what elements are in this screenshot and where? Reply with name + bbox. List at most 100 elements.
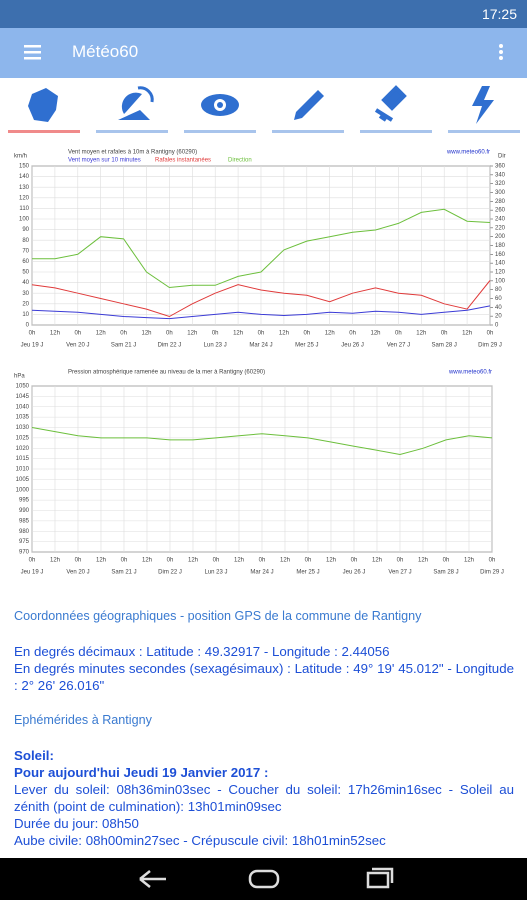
y-tick-label: 975 <box>19 539 30 545</box>
tab-satellite[interactable] <box>360 85 432 133</box>
x-tick-label: 12h <box>462 331 472 337</box>
x-tick-label: 0h <box>395 331 402 337</box>
x-tick-label: 0h <box>349 331 356 337</box>
nav-bar <box>0 858 527 900</box>
y-axis-label: hPa <box>14 374 25 380</box>
x-day-label: Ven 20 J <box>66 570 89 576</box>
x-day-label: Ven 27 J <box>388 570 411 576</box>
x-tick-label: 12h <box>233 331 243 337</box>
y-tick-label: 40 <box>22 280 29 286</box>
charts: Vent moyen et rafales à 10m à Rantigny (… <box>14 150 506 576</box>
y2-tick-label: 200 <box>495 234 506 240</box>
y-tick-label: 1010 <box>16 467 30 473</box>
x-tick-label: 0h <box>166 331 173 337</box>
y-tick-label: 80 <box>22 238 29 244</box>
x-tick-label: 12h <box>279 331 289 337</box>
y-tick-label: 1035 <box>16 415 30 421</box>
y2-tick-label: 120 <box>495 270 506 276</box>
x-day-label: Mer 25 J <box>296 570 319 576</box>
chart-title: Vent moyen et rafales à 10m à Rantigny (… <box>68 150 197 156</box>
bold-heading: Pour aujourd'hui Jeudi 19 Janvier 2017 : <box>14 765 269 780</box>
source: www.meteo60.fr <box>446 150 490 156</box>
x-day-label: Mer 25 J <box>295 343 318 349</box>
y2-tick-label: 240 <box>495 217 506 223</box>
y-tick-label: 970 <box>19 550 30 556</box>
x-day-label: Jeu 26 J <box>341 343 364 349</box>
legend-entry: Vent moyen sur 10 minutes <box>68 158 141 164</box>
x-day-label: Dim 22 J <box>158 570 182 576</box>
y2-tick-label: 80 <box>495 287 502 293</box>
x-day-label: Sam 28 J <box>432 343 457 349</box>
tab-observations[interactable] <box>184 94 256 133</box>
tab-radar[interactable] <box>96 86 168 133</box>
x-day-label: Dim 22 J <box>158 343 182 349</box>
x-tick-label: 0h <box>29 558 36 564</box>
x-tick-label: 12h <box>187 331 197 337</box>
y-tick-label: 1020 <box>16 446 30 452</box>
heading[interactable]: Ephémérides à Rantigny <box>14 713 152 727</box>
tab-edit[interactable] <box>272 90 344 133</box>
x-tick-label: 0h <box>441 331 448 337</box>
bold-heading: Soleil: <box>14 748 54 763</box>
paragraph: En degrés minutes secondes (sexagésimaux… <box>14 661 514 693</box>
overflow-menu[interactable] <box>499 44 503 60</box>
x-tick-label: 0h <box>120 331 127 337</box>
y-tick-label: 20 <box>22 301 29 307</box>
y-tick-label: 30 <box>22 291 29 297</box>
clock: 17:25 <box>481 6 517 22</box>
y-tick-label: 140 <box>19 174 30 180</box>
x-tick-label: 12h <box>50 558 60 564</box>
x-tick-label: 0h <box>397 558 404 564</box>
y2-tick-label: 20 <box>495 314 502 320</box>
series-line <box>31 305 491 320</box>
x-tick-label: 12h <box>418 558 428 564</box>
x-tick-label: 12h <box>464 558 474 564</box>
y-tick-label: 10 <box>22 312 29 318</box>
tab-storm[interactable] <box>448 86 520 133</box>
y2-tick-label: 40 <box>495 305 502 311</box>
heading[interactable]: Coordonnées géographiques - position GPS… <box>14 609 422 623</box>
chart-title: Pression atmosphérique ramenée au niveau… <box>68 370 265 376</box>
home-button[interactable] <box>248 869 280 889</box>
x-tick-label: 12h <box>325 331 335 337</box>
y2-tick-label: 340 <box>495 172 506 178</box>
x-tick-label: 0h <box>259 558 266 564</box>
series-line <box>32 208 491 289</box>
x-tick-label: 0h <box>29 331 36 337</box>
tab-france[interactable] <box>8 88 80 133</box>
x-day-label: Ven 27 J <box>387 343 410 349</box>
x-tick-label: 0h <box>75 558 82 564</box>
y-tick-label: 1015 <box>16 456 30 462</box>
y2-tick-label: 100 <box>495 278 506 284</box>
y-tick-label: 985 <box>19 518 30 524</box>
x-tick-label: 0h <box>443 558 450 564</box>
x-day-label: Jeu 26 J <box>343 570 366 576</box>
y-tick-label: 1040 <box>16 404 30 410</box>
x-tick-label: 12h <box>188 558 198 564</box>
series-line <box>31 280 491 318</box>
menu-button[interactable] <box>24 45 41 60</box>
y2-tick-label: 160 <box>495 252 506 258</box>
x-tick-label: 12h <box>280 558 290 564</box>
x-tick-label: 0h <box>258 331 265 337</box>
x-day-label: Lun 23 J <box>204 343 227 349</box>
x-tick-label: 12h <box>96 558 106 564</box>
y-tick-label: 1000 <box>16 487 30 493</box>
back-button[interactable] <box>139 870 166 888</box>
y-tick-label: 130 <box>19 185 30 191</box>
paragraph: En degrés décimaux : Latitude : 49.32917… <box>14 644 390 659</box>
tab-bar <box>8 85 520 133</box>
recents-button[interactable] <box>366 867 394 889</box>
x-tick-label: 12h <box>96 331 106 337</box>
x-day-label: Dim 29 J <box>480 570 504 576</box>
app-bar-icons <box>24 44 503 60</box>
x-day-label: Mar 24 J <box>250 570 273 576</box>
x-day-label: Jeu 19 J <box>21 570 44 576</box>
y-tick-label: 120 <box>19 195 30 201</box>
legend-entry: Rafales instantanées <box>155 158 211 164</box>
x-tick-label: 12h <box>416 331 426 337</box>
x-tick-label: 0h <box>489 558 496 564</box>
x-tick-label: 0h <box>74 331 81 337</box>
nav-icons <box>139 867 394 889</box>
